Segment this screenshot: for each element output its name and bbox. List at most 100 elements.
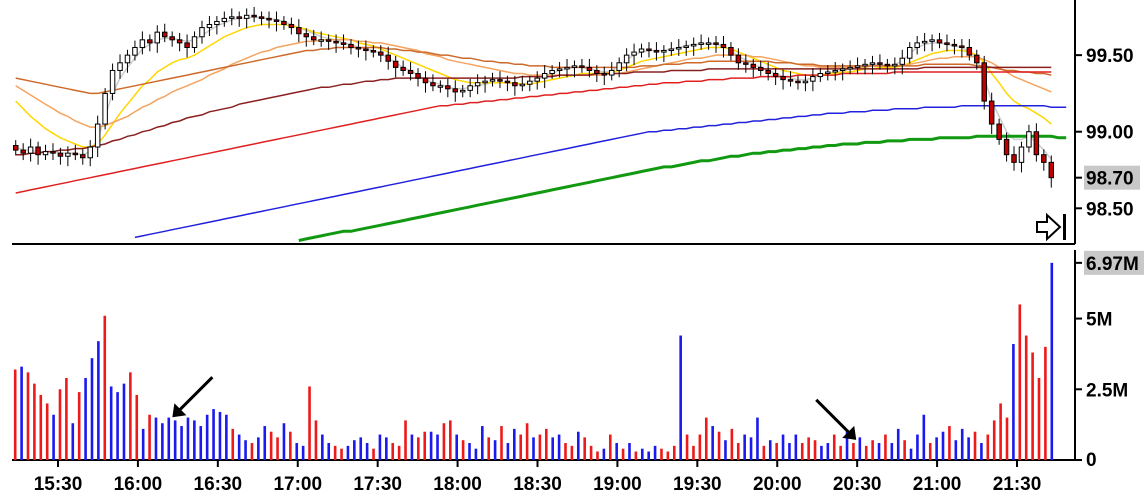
candle xyxy=(549,65,555,79)
volume-bar xyxy=(481,426,484,460)
volume-bar xyxy=(1005,417,1009,460)
volume-bar xyxy=(986,434,990,460)
candle xyxy=(683,40,689,56)
volume-bar xyxy=(327,443,331,460)
volume-bar xyxy=(679,335,682,460)
candle xyxy=(988,92,995,135)
time-tick: 19:30 xyxy=(673,460,722,495)
price-tick: 98.50 xyxy=(1075,199,1134,220)
volume-bar xyxy=(173,420,177,460)
moving-average-line-5 xyxy=(15,66,1052,156)
volume-bar xyxy=(672,445,676,460)
volume-bar xyxy=(237,434,241,460)
candle xyxy=(310,29,317,46)
volume-bar xyxy=(455,434,459,460)
candle xyxy=(57,147,64,165)
volume-bar xyxy=(295,443,299,460)
candle xyxy=(951,39,958,55)
volume-bar xyxy=(346,445,350,460)
volume-bar xyxy=(250,443,254,460)
volume-bar xyxy=(276,437,279,460)
volume-bar xyxy=(544,428,548,460)
volume-bar xyxy=(45,403,49,460)
candle xyxy=(415,68,421,87)
price-axis-ticks: 99.50 99.00 98.70 98.50 xyxy=(1075,46,1140,220)
candle xyxy=(996,118,1002,145)
volume-bar xyxy=(634,451,638,460)
candle xyxy=(12,140,19,156)
volume-bar xyxy=(615,443,618,460)
candle xyxy=(445,78,451,98)
volume-bar xyxy=(372,448,375,460)
volume-bar xyxy=(436,434,439,460)
candle xyxy=(176,32,183,52)
volume-bar xyxy=(724,440,727,460)
volume-bar xyxy=(148,414,151,460)
scroll-right-icon[interactable] xyxy=(1036,212,1066,242)
volume-bar xyxy=(417,437,420,460)
time-tick-label: 21:00 xyxy=(913,474,962,495)
volume-bar xyxy=(909,448,913,460)
volume-bar xyxy=(90,358,94,460)
candle xyxy=(787,71,794,87)
volume-bar xyxy=(103,315,107,460)
time-tick: 16:00 xyxy=(114,460,162,495)
volume-bar xyxy=(762,445,766,460)
candle xyxy=(296,19,302,43)
moving-average-line-8 xyxy=(298,134,1067,242)
volume-tick: 6.97M xyxy=(1075,250,1144,275)
candle xyxy=(437,80,444,93)
volume-bar xyxy=(788,443,791,460)
volume-bar xyxy=(212,409,215,460)
volume-bar xyxy=(410,434,414,460)
candle xyxy=(400,60,406,76)
volume-bar xyxy=(864,445,868,460)
volume-bar xyxy=(960,428,964,460)
candle xyxy=(631,43,637,66)
volume-bar xyxy=(65,377,68,460)
candle xyxy=(147,34,153,52)
volume-bar xyxy=(557,434,561,460)
volume-bar xyxy=(813,440,817,460)
volume-bar xyxy=(532,437,535,460)
volume-bar xyxy=(928,443,932,460)
candle xyxy=(221,11,228,27)
volume-bar xyxy=(935,437,938,460)
volume-bar xyxy=(948,426,951,460)
candle xyxy=(489,72,496,87)
candle xyxy=(80,149,86,165)
volume-bar xyxy=(493,440,497,460)
candle xyxy=(251,6,257,23)
volume-bar xyxy=(397,445,401,460)
volume-bar xyxy=(135,394,139,460)
candle xyxy=(854,57,861,75)
candle xyxy=(169,31,175,47)
volume-bar xyxy=(973,431,977,460)
candle xyxy=(385,46,391,70)
candle xyxy=(795,75,801,90)
volume-bar xyxy=(660,448,663,460)
volume-bar xyxy=(282,423,286,460)
volume-bar xyxy=(820,445,823,460)
candle xyxy=(944,34,950,52)
annotation-arrows xyxy=(172,376,857,440)
volume-bar xyxy=(832,434,836,460)
time-tick: 17:30 xyxy=(353,460,402,495)
candle xyxy=(50,143,56,161)
candle xyxy=(1003,132,1010,162)
candle xyxy=(765,62,771,81)
volume-bar xyxy=(608,434,612,460)
volume-bar xyxy=(404,420,407,460)
time-tick-label: 15:30 xyxy=(34,474,83,495)
volume-bar xyxy=(506,443,510,460)
candle xyxy=(459,85,466,98)
volume-bar xyxy=(429,431,433,460)
volume-bar xyxy=(487,437,491,460)
candle xyxy=(802,74,809,92)
volume-tick-label: 0 xyxy=(1086,450,1097,471)
volume-bar xyxy=(263,426,267,460)
candle xyxy=(102,88,108,130)
volume-bar xyxy=(730,428,734,460)
candle xyxy=(757,60,764,76)
